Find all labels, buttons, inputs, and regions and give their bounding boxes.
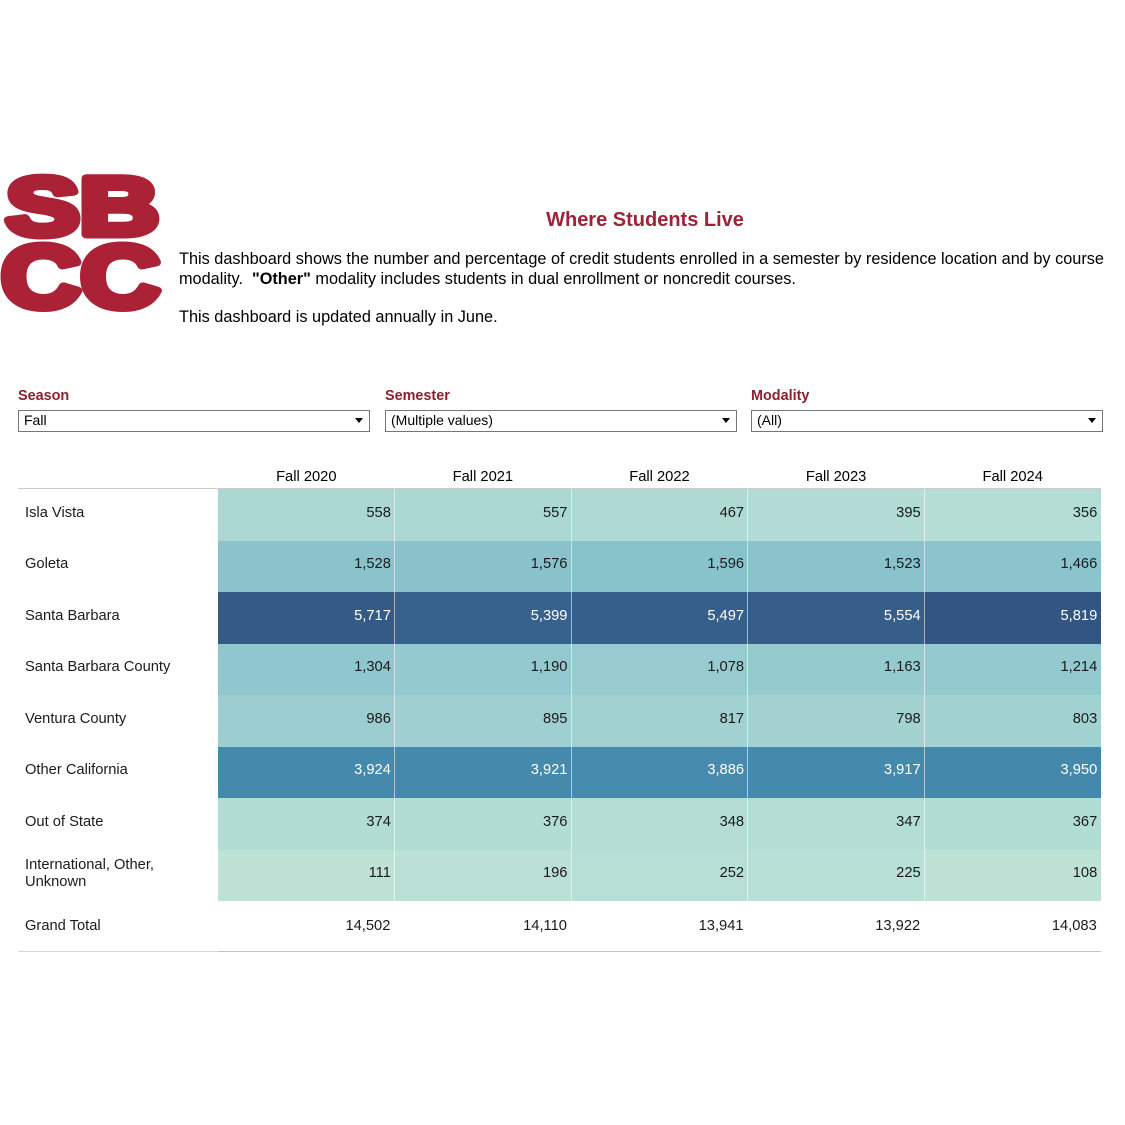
svg-text:CC: CC [1, 227, 160, 318]
svg-text:SB: SB [6, 168, 159, 253]
